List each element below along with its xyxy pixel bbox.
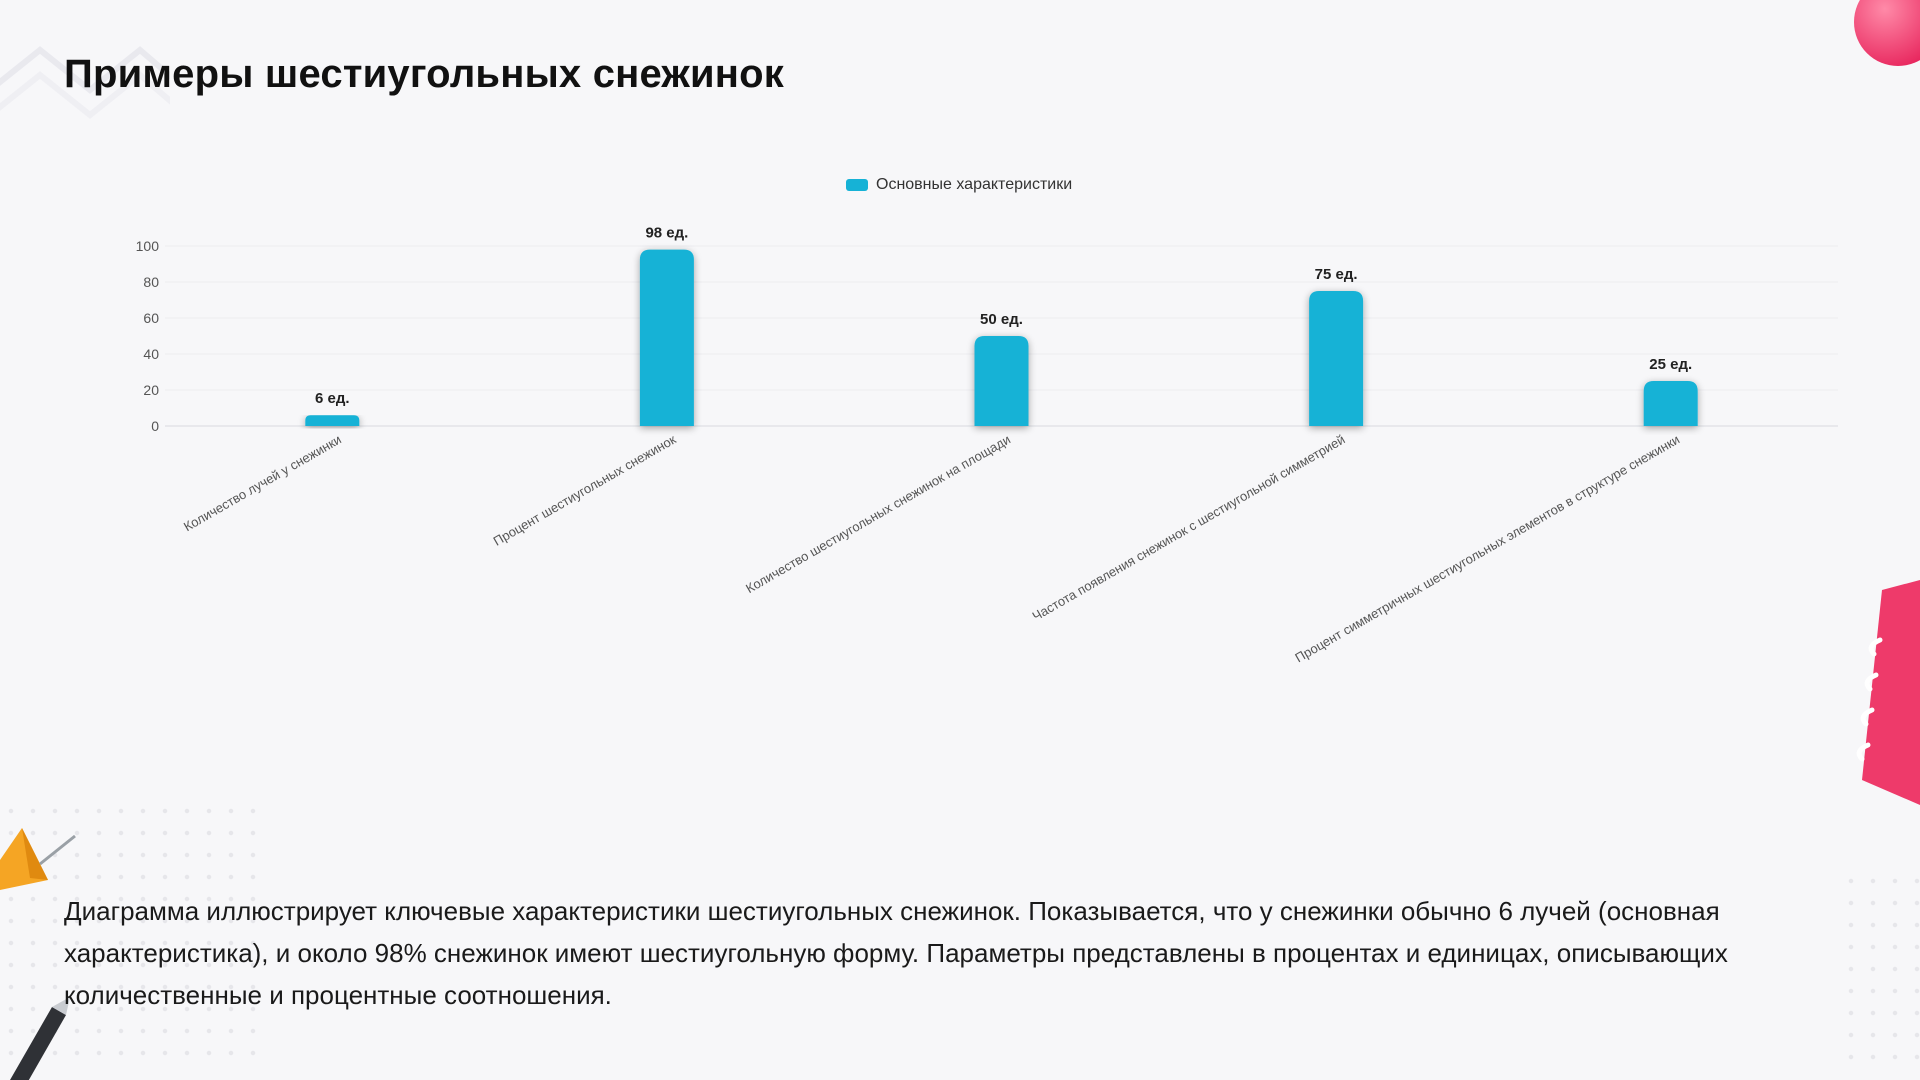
x-category-label: Частота появления снежинок с шестиугольн… [1030, 432, 1348, 624]
dot-pattern-left [0, 800, 260, 1060]
y-tick-label: 60 [143, 310, 159, 326]
legend-label: Основные характеристики [876, 176, 1073, 193]
chart-description: Диаграмма иллюстрирует ключевые характер… [64, 896, 1728, 1010]
y-tick-label: 20 [143, 382, 159, 398]
data-label: 50 ед. [980, 311, 1023, 328]
corner-chevron-decoration [0, 46, 170, 119]
x-category-label: Количество шестиугольных снежинок на пло… [743, 432, 1013, 596]
bar-chart: 0 20 40 60 80 100 6 ед. Количество лучей у снеж… [136, 225, 1838, 666]
bar [1309, 291, 1364, 426]
x-category-label: Процент шестиугольных снежинок [491, 431, 679, 548]
pen-icon [10, 997, 70, 1080]
data-label: 98 ед. [645, 225, 688, 242]
y-tick-label: 40 [143, 346, 159, 362]
bar [1643, 381, 1698, 426]
x-category-label: Процент симметричных шестиугольных элеме… [1292, 432, 1682, 666]
bar [305, 415, 360, 426]
bar [974, 336, 1029, 426]
y-tick-label: 80 [143, 274, 159, 290]
dot-pattern-right [1840, 870, 1920, 1070]
chart-legend[interactable]: Основные характеристики [846, 176, 1072, 194]
notebook-icon [1856, 580, 1920, 805]
data-label: 6 ед. [315, 390, 350, 407]
y-tick-label: 100 [136, 238, 160, 254]
pushpin-icon [0, 828, 76, 890]
pink-ball-icon [1854, 0, 1920, 66]
x-category-label: Количество лучей у снежинки [181, 432, 344, 535]
page-title: Примеры шестиугольных снежинок [64, 52, 784, 96]
data-label: 25 ед. [1649, 356, 1692, 373]
bar [639, 249, 694, 426]
data-label: 75 ед. [1315, 266, 1358, 283]
legend-swatch [846, 179, 868, 191]
y-tick-label: 0 [151, 418, 159, 434]
